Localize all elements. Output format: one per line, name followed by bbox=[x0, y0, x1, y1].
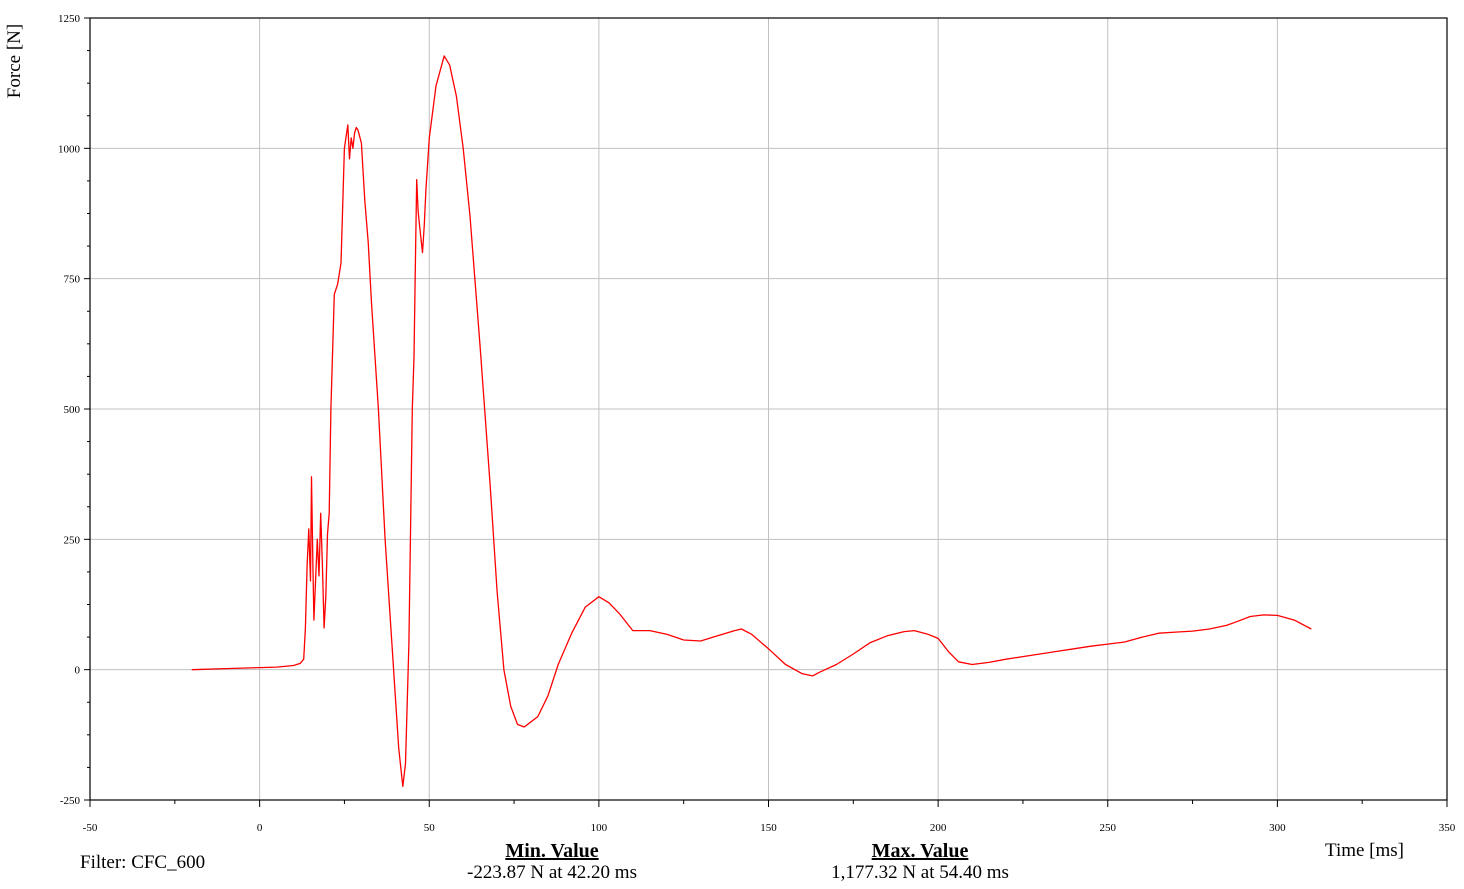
axis-ticks bbox=[84, 17, 1448, 807]
y-tick-label: 1000 bbox=[58, 143, 81, 155]
y-tick-label: 0 bbox=[75, 665, 81, 677]
x-tick-label: 250 bbox=[1100, 822, 1117, 834]
y-tick-label: -250 bbox=[60, 795, 81, 807]
y-axis-title: Force [N] bbox=[4, 23, 26, 99]
tick-labels: -50 0 50 100 150 200 250 300 350 -250 0 250 500 750 10… bbox=[58, 13, 1456, 834]
x-tick-label: 0 bbox=[257, 822, 263, 834]
y-tick-label: 1250 bbox=[58, 13, 81, 25]
grid bbox=[90, 18, 1447, 800]
x-tick-label: 50 bbox=[424, 822, 436, 834]
y-tick-label: 500 bbox=[64, 404, 81, 416]
x-tick-label: 300 bbox=[1269, 822, 1286, 834]
x-axis-title: Time [ms] bbox=[1325, 840, 1405, 861]
x-tick-label: 150 bbox=[760, 822, 777, 834]
x-tick-label: 100 bbox=[591, 822, 608, 834]
force-series-line bbox=[191, 55, 1312, 788]
x-tick-label: -50 bbox=[83, 822, 98, 834]
max-value-title: Max. Value bbox=[871, 840, 969, 862]
y-axis-title-wrap: Force [N] bbox=[4, 18, 36, 108]
max-value-text: 1,177.32 N at 54.40 ms bbox=[831, 862, 1009, 883]
max-value-block: Max. Value 1,177.32 N at 54.40 ms bbox=[800, 840, 1040, 884]
x-tick-label: 350 bbox=[1439, 822, 1456, 834]
min-value-block: Min. Value -223.87 N at 42.20 ms bbox=[432, 840, 672, 884]
min-value-text: -223.87 N at 42.20 ms bbox=[467, 862, 637, 883]
y-tick-label: 250 bbox=[64, 534, 81, 546]
min-value-title: Min. Value bbox=[505, 840, 599, 862]
y-tick-label: 750 bbox=[64, 274, 81, 286]
filter-label: Filter: CFC_600 bbox=[80, 852, 206, 873]
x-tick-label: 200 bbox=[930, 822, 947, 834]
